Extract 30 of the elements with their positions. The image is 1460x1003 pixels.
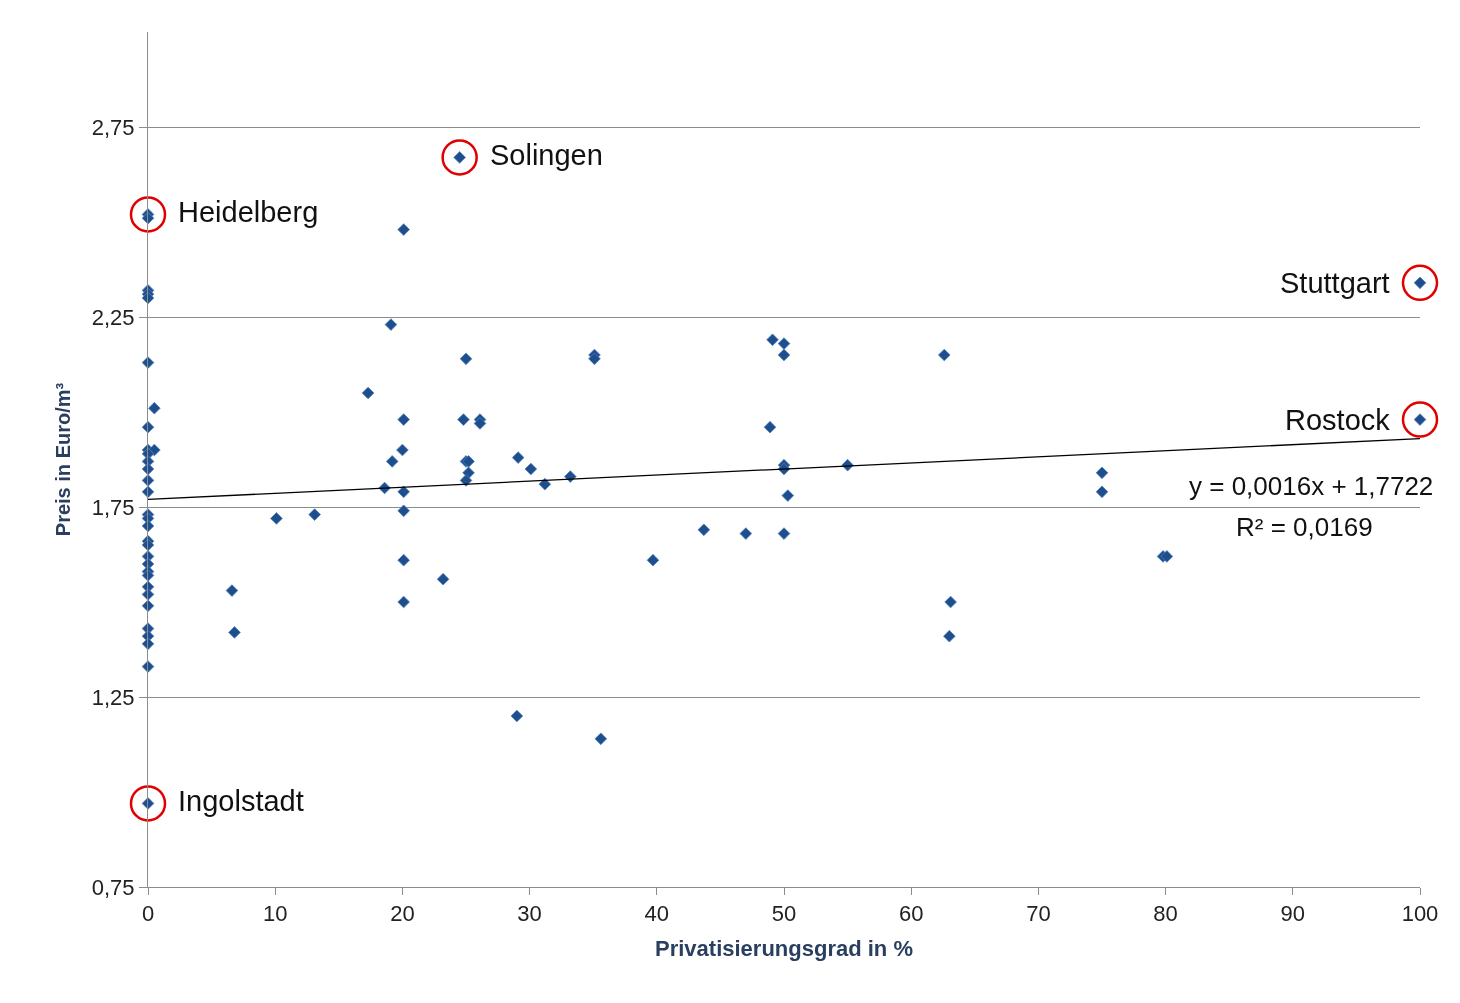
y-tick-label: 0,75 <box>91 874 135 900</box>
point <box>1401 264 1439 302</box>
point <box>129 196 167 233</box>
y-axis-title: Preis in Euro/m³ <box>52 382 75 537</box>
point <box>129 785 167 822</box>
x-tick-label: 50 <box>771 901 797 927</box>
annotation: Heidelberg <box>178 196 319 228</box>
x-tick-label: 10 <box>262 901 288 927</box>
annotation: Rostock <box>1285 404 1391 436</box>
x-tick-label: 80 <box>1153 901 1178 927</box>
x-tick-label: 100 <box>1401 901 1439 927</box>
annotation: R² = 0,0169 <box>1236 512 1373 542</box>
y-tick-label: 2,75 <box>91 114 135 140</box>
y-tick-label: 1,75 <box>91 494 135 520</box>
x-tick-label: 90 <box>1280 901 1306 927</box>
point <box>441 139 478 176</box>
x-tick-label: 30 <box>517 901 542 927</box>
x-tick-label: 40 <box>644 901 670 927</box>
x-tick-label: 0 <box>141 901 155 927</box>
x-axis-title: Privatisierungsgrad in % <box>655 936 913 962</box>
x-tick-label: 70 <box>1026 901 1051 927</box>
x-tick-label: 60 <box>898 901 924 927</box>
annotation: Solingen <box>490 139 603 171</box>
annotation: y = 0,0016x + 1,7722 <box>1189 471 1434 501</box>
x-tick-label: 20 <box>390 901 415 927</box>
y-tick-label: 1,25 <box>91 684 135 710</box>
point <box>1401 401 1439 438</box>
annotation: Ingolstadt <box>178 785 304 817</box>
annotation: Stuttgart <box>1280 267 1390 299</box>
y-tick-label: 2,25 <box>91 304 135 330</box>
